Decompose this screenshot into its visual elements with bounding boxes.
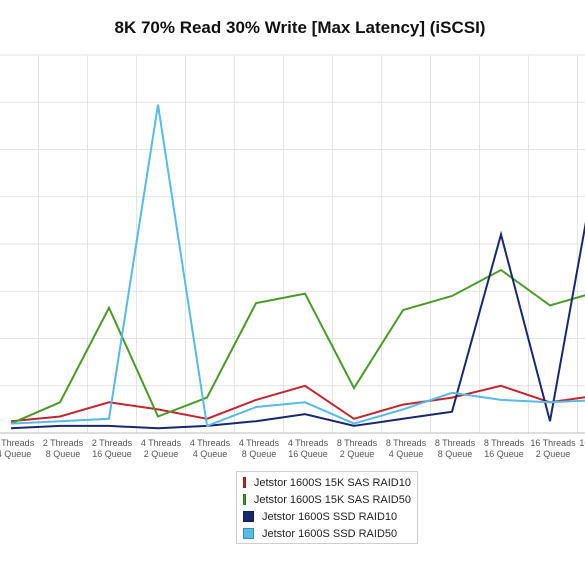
x-tick-label: 16 Threads: [530, 438, 576, 448]
x-tick-label: 4 Threads: [288, 438, 329, 448]
x-tick-label: 8 Queue: [438, 449, 473, 459]
legend-label: Jetstor 1600S SSD RAID10: [262, 510, 398, 523]
x-tick-label: 4 Threads: [239, 438, 280, 448]
x-tick-label: 1 Threads: [0, 438, 35, 448]
series-layer: [10, 104, 585, 430]
grid-layer: [0, 54, 585, 434]
series-line-2: [10, 268, 585, 425]
legend-label: Jetstor 1600S SSD RAID50: [262, 527, 398, 540]
x-tick-label: 2 Queue: [340, 449, 375, 459]
x-tick-label: 2 Threads: [92, 438, 133, 448]
legend-swatch: [243, 511, 254, 522]
x-tick-label: 8 Threads: [337, 438, 378, 448]
x-tick-label: 4 Queue: [193, 449, 228, 459]
chart-title: 8K 70% Read 30% Write [Max Latency] (iSC…: [114, 18, 486, 37]
legend-item: Jetstor 1600S SSD RAID50: [243, 525, 411, 542]
x-tick-label: 8 Queue: [242, 449, 277, 459]
x-tick-label: 2 Queue: [144, 449, 179, 459]
x-tick-label: 2 Queue: [536, 449, 571, 459]
legend-item: Jetstor 1600S SSD RAID10: [243, 508, 411, 525]
x-tick-label: 8 Threads: [386, 438, 427, 448]
x-tick-label: 8 Threads: [435, 438, 476, 448]
x-tick-label: 4 Queue: [0, 449, 31, 459]
legend-swatch: [243, 494, 246, 505]
legend-label: Jetstor 1600S 15K SAS RAID50: [253, 493, 411, 506]
x-tick-label: 8 Threads: [484, 438, 525, 448]
series-line-4: [10, 104, 585, 428]
x-tick-label: 16 Threads: [579, 438, 585, 448]
x-tick-label: 4 Queue: [389, 449, 424, 459]
x-tick-label: 2 Threads: [43, 438, 84, 448]
legend-item: Jetstor 1600S 15K SAS RAID50: [243, 491, 411, 508]
x-tick-label: 4 Threads: [141, 438, 182, 448]
x-tick-label: 16 Queue: [288, 449, 328, 459]
x-tick-label: 4 Threads: [190, 438, 231, 448]
x-tick-label: 16 Queue: [484, 449, 524, 459]
chart-legend: Jetstor 1600S 15K SAS RAID10 Jetstor 1600…: [236, 471, 418, 544]
legend-swatch: [243, 477, 246, 488]
legend-label: Jetstor 1600S 15K SAS RAID10: [253, 476, 411, 489]
legend-swatch: [243, 528, 254, 539]
series-line-3: [10, 221, 585, 430]
x-tick-label: 16 Queue: [92, 449, 132, 459]
series-line-1: [10, 384, 585, 423]
legend-item: Jetstor 1600S 15K SAS RAID10: [243, 474, 411, 491]
x-tick-label: 8 Queue: [46, 449, 81, 459]
